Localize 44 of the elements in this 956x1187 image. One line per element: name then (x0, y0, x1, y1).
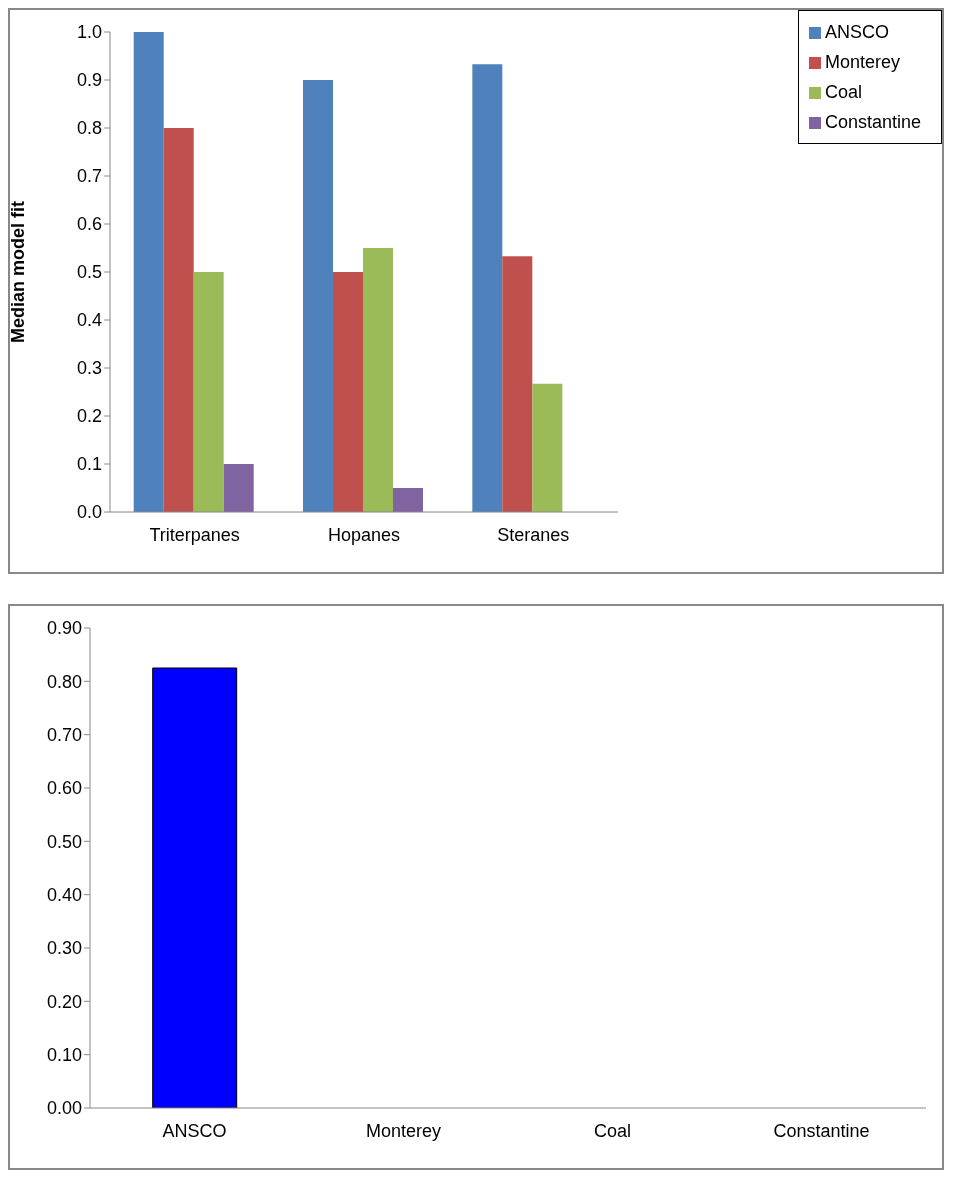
legend-label: ANSCO (824, 22, 889, 42)
legend-label: Constantine (824, 112, 921, 132)
y-tick-label: 0.60 (46, 778, 82, 799)
y-tick-label: 0.50 (46, 831, 82, 852)
y-tick-label: 0.5 (76, 262, 102, 283)
y-tick-label: 0.70 (46, 725, 82, 746)
bar (472, 64, 503, 512)
bar (393, 488, 424, 512)
y-tick-label: 0.8 (76, 118, 102, 139)
y-tick-label: 0.2 (76, 406, 102, 427)
bar (133, 32, 164, 512)
y-tick-label: 0.1 (76, 454, 102, 475)
bar (532, 383, 563, 512)
x-tick-label: Monterey (365, 1120, 442, 1141)
y-tick-label: 0.00 (46, 1098, 82, 1119)
y-tick-label: 0.40 (46, 885, 82, 906)
bar (193, 272, 224, 512)
bar (333, 272, 364, 512)
x-tick-label: Steranes (497, 524, 570, 545)
bar (363, 248, 394, 512)
y-tick-label: 0.90 (46, 618, 82, 639)
y-tick-label: 0.9 (76, 70, 102, 91)
x-tick-label: Triterpanes (149, 524, 240, 545)
y-tick-label: 0.80 (46, 671, 82, 692)
y-tick-label: 0.30 (46, 938, 82, 959)
bar (502, 256, 533, 512)
x-tick-label: Hopanes (327, 524, 400, 545)
bar (163, 128, 194, 512)
legend-label: Monterey (824, 52, 900, 72)
y-tick-label: 1.0 (76, 22, 102, 43)
y-tick-label: 0.7 (76, 166, 102, 187)
legend-label: Coal (824, 82, 862, 102)
y-tick-label: 0.3 (76, 358, 102, 379)
y-tick-label: 0.4 (76, 310, 102, 331)
bar (303, 80, 334, 512)
x-tick-label: Constantine (773, 1120, 870, 1141)
y-axis-title: Median model fit (8, 200, 29, 344)
y-tick-label: 0.6 (76, 214, 102, 235)
y-tick-label: 0.0 (76, 502, 102, 523)
y-tick-label: 0.20 (46, 991, 82, 1012)
y-tick-label: 0.10 (46, 1045, 82, 1066)
bar (223, 464, 254, 512)
x-tick-label: Coal (593, 1120, 632, 1141)
x-tick-label: ANSCO (162, 1120, 227, 1141)
